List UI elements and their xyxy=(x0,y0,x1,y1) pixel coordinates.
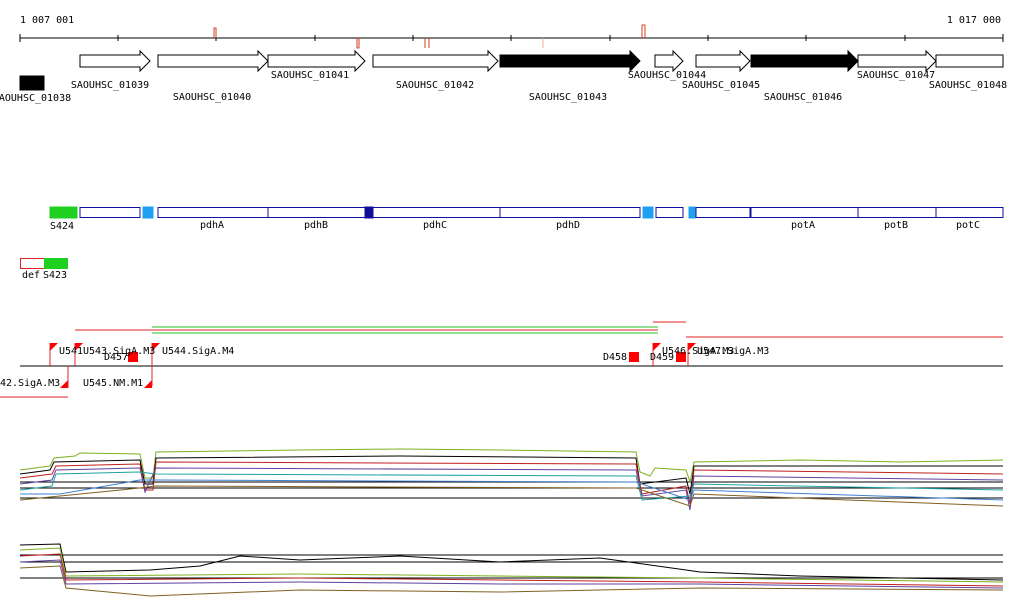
gene-track xyxy=(19,49,1004,91)
gene-label: AOUHSC_01038 xyxy=(0,93,71,104)
gene-label: SAOUHSC_01048 xyxy=(929,80,1007,91)
promoter-label: D459 xyxy=(650,352,674,363)
operon-track xyxy=(49,206,1004,219)
ruler-start: 1 007 001 xyxy=(20,15,74,26)
operon-label: pdhA xyxy=(200,220,224,231)
gene-label: SAOUHSC_01044 xyxy=(628,70,706,81)
operon-label: pdhB xyxy=(304,220,328,231)
promoter-label: U544.SigA.M4 xyxy=(162,346,234,357)
feature-label: S423 xyxy=(43,270,67,281)
promoter-label: U546.SigA.M3 xyxy=(662,346,734,357)
operon-label: potC xyxy=(956,220,980,231)
operon-label: pdhD xyxy=(556,220,580,231)
promoter-label: U543.SigA.M3 xyxy=(83,346,155,357)
gene-label: SAOUHSC_01040 xyxy=(173,92,251,103)
operon-label: potA xyxy=(791,220,815,231)
gene-label: SAOUHSC_01046 xyxy=(764,92,842,103)
promoter-label: U545.NM.M1 xyxy=(83,378,143,389)
gene-label: SAOUHSC_01045 xyxy=(682,80,760,91)
gene-label: SAOUHSC_01039 xyxy=(71,80,149,91)
expression-panel xyxy=(19,543,1004,597)
operon-labels: S424 pdhA pdhB pdhC pdhD potA potB potC xyxy=(50,220,980,232)
promoter-track: U541 U543.SigA.M3 D457 U544.SigA.M4 D458… xyxy=(0,321,1003,398)
ruler-end: 1 017 000 xyxy=(947,15,1001,26)
gene-label: SAOUHSC_01047 xyxy=(857,70,935,81)
promoter-label: D457 xyxy=(104,352,128,363)
promoter-label: U541 xyxy=(59,346,83,357)
promoter-label: 42.SigA.M3 xyxy=(0,378,60,389)
operon-label: pdhC xyxy=(423,220,447,231)
operon-label: S424 xyxy=(50,221,74,232)
ruler: 1 007 001 1 017 000 xyxy=(19,15,1004,49)
operon-label: potB xyxy=(884,220,908,231)
feature-label: def xyxy=(22,270,40,281)
gene-label: SAOUHSC_01043 xyxy=(529,92,607,103)
promoter-label: D458 xyxy=(603,352,627,363)
reverse-track: def S423 xyxy=(20,258,68,281)
gene-labels: AOUHSC_01038 SAOUHSC_01039 SAOUHSC_01040… xyxy=(0,70,1007,104)
expression-panel xyxy=(19,448,1004,511)
gene-label: SAOUHSC_01042 xyxy=(396,80,474,91)
gene-label: SAOUHSC_01041 xyxy=(271,70,349,81)
promoter-label: U547.SigA.M3 xyxy=(697,346,769,357)
